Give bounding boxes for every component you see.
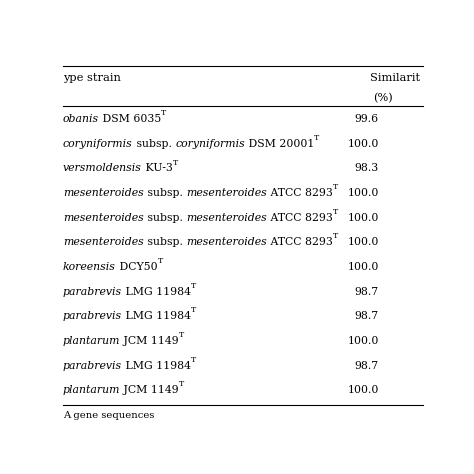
Text: koreensis: koreensis	[63, 262, 116, 272]
Text: mesenteroides: mesenteroides	[186, 237, 267, 247]
Text: obanis: obanis	[63, 114, 99, 124]
Text: 100.0: 100.0	[347, 385, 379, 395]
Text: T: T	[333, 232, 338, 240]
Text: subsp.: subsp.	[144, 237, 186, 247]
Text: mesenteroides: mesenteroides	[186, 188, 267, 198]
Text: DCY50: DCY50	[116, 262, 157, 272]
Text: subsp.: subsp.	[144, 188, 186, 198]
Text: mesenteroides: mesenteroides	[63, 213, 144, 223]
Text: KU-3: KU-3	[142, 164, 173, 173]
Text: T: T	[157, 257, 163, 265]
Text: T: T	[314, 134, 319, 142]
Text: 100.0: 100.0	[347, 237, 379, 247]
Text: ATCC 8293: ATCC 8293	[267, 213, 333, 223]
Text: 99.6: 99.6	[355, 114, 379, 124]
Text: subsp.: subsp.	[133, 139, 175, 149]
Text: LMG 11984: LMG 11984	[122, 287, 191, 297]
Text: 100.0: 100.0	[347, 336, 379, 346]
Text: DSM 20001: DSM 20001	[245, 139, 314, 149]
Text: LMG 11984: LMG 11984	[122, 311, 191, 321]
Text: DSM 6035: DSM 6035	[99, 114, 161, 124]
Text: (%): (%)	[374, 93, 393, 104]
Text: 98.7: 98.7	[355, 311, 379, 321]
Text: T: T	[179, 380, 184, 388]
Text: T: T	[191, 306, 196, 314]
Text: ATCC 8293: ATCC 8293	[267, 188, 333, 198]
Text: parabrevis: parabrevis	[63, 311, 122, 321]
Text: coryniformis: coryniformis	[63, 139, 133, 149]
Text: A gene sequences: A gene sequences	[63, 411, 155, 420]
Text: subsp.: subsp.	[144, 213, 186, 223]
Text: 100.0: 100.0	[347, 188, 379, 198]
Text: mesenteroides: mesenteroides	[63, 188, 144, 198]
Text: parabrevis: parabrevis	[63, 361, 122, 371]
Text: T: T	[179, 331, 184, 339]
Text: JCM 1149: JCM 1149	[120, 336, 179, 346]
Text: LMG 11984: LMG 11984	[122, 361, 191, 371]
Text: JCM 1149: JCM 1149	[120, 385, 179, 395]
Text: 98.3: 98.3	[355, 164, 379, 173]
Text: T: T	[333, 208, 338, 216]
Text: 100.0: 100.0	[347, 213, 379, 223]
Text: mesenteroides: mesenteroides	[63, 237, 144, 247]
Text: T: T	[161, 109, 166, 117]
Text: 100.0: 100.0	[347, 262, 379, 272]
Text: T: T	[173, 158, 178, 166]
Text: 98.7: 98.7	[355, 361, 379, 371]
Text: ATCC 8293: ATCC 8293	[267, 237, 333, 247]
Text: T: T	[191, 356, 196, 364]
Text: T: T	[191, 282, 196, 290]
Text: Similarit: Similarit	[370, 73, 420, 83]
Text: plantarum: plantarum	[63, 336, 120, 346]
Text: mesenteroides: mesenteroides	[186, 213, 267, 223]
Text: ype strain: ype strain	[63, 73, 121, 83]
Text: T: T	[333, 183, 338, 191]
Text: 98.7: 98.7	[355, 287, 379, 297]
Text: parabrevis: parabrevis	[63, 287, 122, 297]
Text: coryniformis: coryniformis	[175, 139, 245, 149]
Text: versmoldensis: versmoldensis	[63, 164, 142, 173]
Text: 100.0: 100.0	[347, 139, 379, 149]
Text: plantarum: plantarum	[63, 385, 120, 395]
